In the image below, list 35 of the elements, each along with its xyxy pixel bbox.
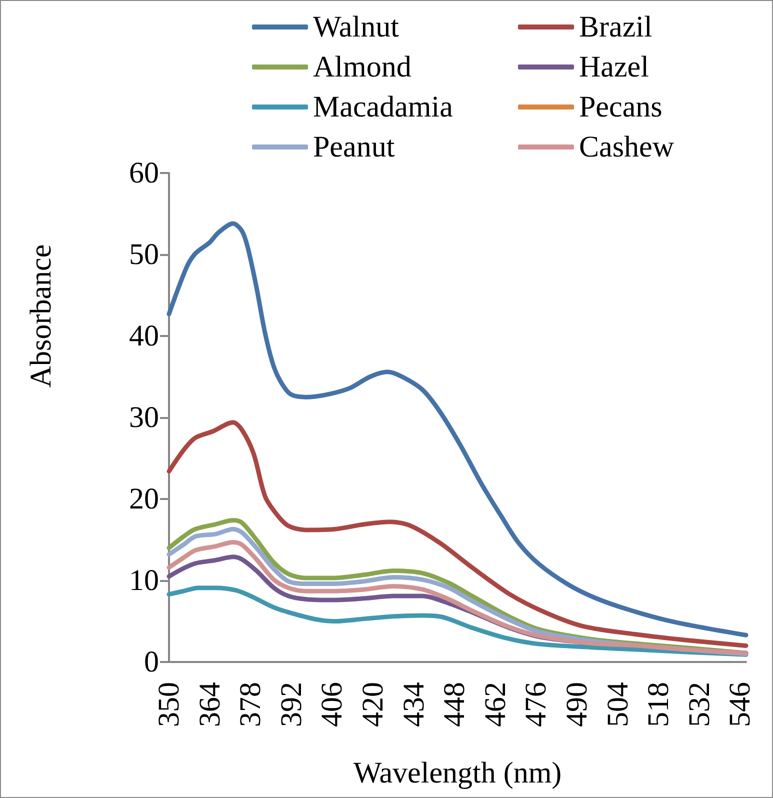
x-tick-label: 518 — [642, 682, 676, 727]
x-tick-label: 476 — [520, 682, 553, 727]
x-tick-label: 434 — [397, 682, 430, 727]
x-tick-label: 448 — [438, 682, 472, 727]
legend-label: Brazil — [579, 10, 652, 44]
y-tick-label: 0 — [144, 646, 159, 678]
y-tick-label: 10 — [129, 564, 159, 597]
legend-label: Peanut — [313, 130, 396, 164]
legend-label: Macadamia — [313, 90, 453, 124]
y-tick-label: 40 — [129, 320, 159, 352]
x-tick-label: 392 — [274, 682, 308, 727]
x-tick-label: 364 — [193, 682, 226, 727]
line-series — [166, 221, 748, 638]
y-tick-label: 20 — [129, 482, 159, 516]
x-tick-label: 406 — [316, 682, 349, 727]
legend-label: Cashew — [579, 130, 674, 164]
line-series — [166, 420, 748, 648]
legend-label: Almond — [313, 50, 412, 84]
x-tick-label: 420 — [356, 682, 390, 727]
x-tick-label: 546 — [724, 682, 757, 727]
legend-label: Hazel — [579, 50, 649, 84]
legend-label: Pecans — [579, 90, 662, 124]
x-tick-label: 490 — [560, 682, 594, 727]
line-series — [166, 586, 748, 657]
x-tick-label: 532 — [682, 682, 716, 727]
x-tick-label: 462 — [478, 682, 512, 727]
y-axis-title: Absorbance — [24, 244, 58, 388]
y-tick-label: 60 — [129, 156, 159, 190]
y-tick-label: 30 — [129, 401, 159, 434]
x-tick-label: 504 — [601, 682, 634, 727]
x-tick-label: 378 — [234, 682, 268, 727]
x-tick-label: 350 — [152, 682, 186, 727]
legend-label: Walnut — [313, 10, 400, 44]
y-tick-label: 50 — [129, 238, 159, 271]
x-axis-title: Wavelength (nm) — [353, 756, 562, 790]
